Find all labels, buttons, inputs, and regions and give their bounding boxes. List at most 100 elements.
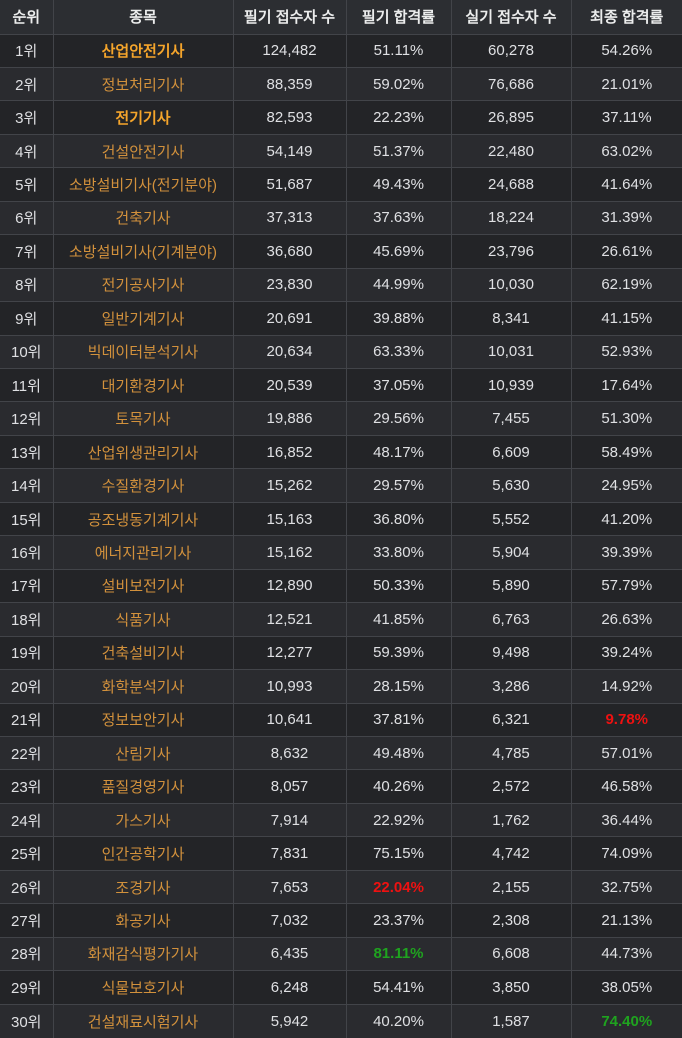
written-pass-rate-cell: 49.43% <box>345 167 452 202</box>
written-applicants-cell: 7,653 <box>232 869 347 905</box>
practical-applicants-cell: 4,785 <box>450 736 572 771</box>
written-applicants-cell: 20,691 <box>232 301 347 336</box>
subject-cell: 전기공사기사 <box>52 267 234 303</box>
practical-applicants-cell: 2,155 <box>450 869 572 905</box>
final-pass-rate-cell: 26.63% <box>570 602 682 637</box>
subject-cell: 정보보안기사 <box>52 702 234 738</box>
final-pass-rate-cell: 52.93% <box>570 334 682 370</box>
final-pass-rate-cell: 62.19% <box>570 267 682 303</box>
practical-applicants-cell: 6,608 <box>450 936 572 972</box>
subject-cell: 토목기사 <box>52 401 234 436</box>
rank-cell: 10위 <box>0 334 54 370</box>
final-pass-rate-cell: 63.02% <box>570 133 682 169</box>
final-pass-rate-cell: 74.09% <box>570 836 682 871</box>
col-header-written-pass-rate: 필기 합격률 <box>345 0 452 35</box>
table-row: 24위 가스기사 7,914 22.92% 1,762 36.44% <box>0 802 682 838</box>
subject-cell: 소방설비기사(기계분야) <box>52 234 234 269</box>
written-applicants-cell: 20,539 <box>232 368 347 403</box>
table-row: 2위 정보처리기사 88,359 59.02% 76,686 21.01% <box>0 66 682 102</box>
written-applicants-cell: 12,890 <box>232 568 347 604</box>
written-applicants-cell: 10,993 <box>232 669 347 704</box>
written-applicants-cell: 8,632 <box>232 736 347 771</box>
written-pass-rate-cell: 33.80% <box>345 535 452 570</box>
col-header-rank: 순위 <box>0 0 54 35</box>
rank-cell: 7위 <box>0 234 54 269</box>
practical-applicants-cell: 6,609 <box>450 434 572 470</box>
written-applicants-cell: 19,886 <box>232 401 347 436</box>
table-row: 11위 대기환경기사 20,539 37.05% 10,939 17.64% <box>0 368 682 403</box>
final-pass-rate-cell: 38.05% <box>570 970 682 1005</box>
written-applicants-cell: 7,831 <box>232 836 347 871</box>
practical-applicants-cell: 4,742 <box>450 836 572 871</box>
final-pass-rate-cell: 57.01% <box>570 736 682 771</box>
table-row: 15위 공조냉동기계기사 15,163 36.80% 5,552 41.20% <box>0 501 682 537</box>
final-pass-rate-cell: 41.15% <box>570 301 682 336</box>
final-pass-rate-cell: 31.39% <box>570 200 682 236</box>
written-pass-rate-cell: 59.02% <box>345 66 452 102</box>
subject-cell: 화공기사 <box>52 903 234 938</box>
written-pass-rate-cell: 23.37% <box>345 903 452 938</box>
col-header-final-pass-rate: 최종 합격률 <box>570 0 682 35</box>
table-row: 18위 식품기사 12,521 41.85% 6,763 26.63% <box>0 602 682 637</box>
written-pass-rate-cell: 37.81% <box>345 702 452 738</box>
col-header-subject: 종목 <box>52 0 234 35</box>
written-pass-rate-cell: 40.20% <box>345 1003 452 1038</box>
rank-cell: 26위 <box>0 869 54 905</box>
rank-cell: 21위 <box>0 702 54 738</box>
table-row: 13위 산업위생관리기사 16,852 48.17% 6,609 58.49% <box>0 434 682 470</box>
rank-cell: 2위 <box>0 66 54 102</box>
subject-cell: 산림기사 <box>52 736 234 771</box>
practical-applicants-cell: 60,278 <box>450 33 572 68</box>
written-pass-rate-cell: 51.37% <box>345 133 452 169</box>
practical-applicants-cell: 5,630 <box>450 468 572 503</box>
final-pass-rate-cell: 41.64% <box>570 167 682 202</box>
written-applicants-cell: 5,942 <box>232 1003 347 1038</box>
written-pass-rate-cell: 50.33% <box>345 568 452 604</box>
table-row: 6위 건축기사 37,313 37.63% 18,224 31.39% <box>0 200 682 236</box>
subject-cell: 건축기사 <box>52 200 234 236</box>
subject-cell: 식품기사 <box>52 602 234 637</box>
final-pass-rate-cell: 21.01% <box>570 66 682 102</box>
subject-cell: 소방설비기사(전기분야) <box>52 167 234 202</box>
table-row: 10위 빅데이터분석기사 20,634 63.33% 10,031 52.93% <box>0 334 682 370</box>
subject-cell: 인간공학기사 <box>52 836 234 871</box>
rank-cell: 24위 <box>0 802 54 838</box>
subject-cell: 빅데이터분석기사 <box>52 334 234 370</box>
written-pass-rate-cell: 59.39% <box>345 635 452 671</box>
written-pass-rate-cell: 41.85% <box>345 602 452 637</box>
subject-cell: 에너지관리기사 <box>52 535 234 570</box>
rank-cell: 30위 <box>0 1003 54 1038</box>
final-pass-rate-cell: 37.11% <box>570 100 682 135</box>
final-pass-rate-cell: 74.40% <box>570 1003 682 1038</box>
table-row: 14위 수질환경기사 15,262 29.57% 5,630 24.95% <box>0 468 682 503</box>
rank-cell: 9위 <box>0 301 54 336</box>
table-row: 17위 설비보전기사 12,890 50.33% 5,890 57.79% <box>0 568 682 604</box>
written-applicants-cell: 37,313 <box>232 200 347 236</box>
table-row: 30위 건설재료시험기사 5,942 40.20% 1,587 74.40% <box>0 1003 682 1038</box>
rank-cell: 6위 <box>0 200 54 236</box>
table-row: 26위 조경기사 7,653 22.04% 2,155 32.75% <box>0 869 682 905</box>
subject-cell: 공조냉동기계기사 <box>52 501 234 537</box>
table-row: 22위 산림기사 8,632 49.48% 4,785 57.01% <box>0 736 682 771</box>
table-header: 순위 종목 필기 접수자 수 필기 합격률 실기 접수자 수 최종 합격률 <box>0 0 682 35</box>
rank-cell: 29위 <box>0 970 54 1005</box>
practical-applicants-cell: 8,341 <box>450 301 572 336</box>
subject-cell: 산업위생관리기사 <box>52 434 234 470</box>
written-pass-rate-cell: 49.48% <box>345 736 452 771</box>
subject-cell: 조경기사 <box>52 869 234 905</box>
subject-cell: 식물보호기사 <box>52 970 234 1005</box>
practical-applicants-cell: 5,904 <box>450 535 572 570</box>
final-pass-rate-cell: 36.44% <box>570 802 682 838</box>
written-applicants-cell: 12,521 <box>232 602 347 637</box>
rank-cell: 13위 <box>0 434 54 470</box>
final-pass-rate-cell: 21.13% <box>570 903 682 938</box>
written-applicants-cell: 51,687 <box>232 167 347 202</box>
final-pass-rate-cell: 17.64% <box>570 368 682 403</box>
table-row: 1위 산업안전기사 124,482 51.11% 60,278 54.26% <box>0 33 682 68</box>
written-pass-rate-cell: 81.11% <box>345 936 452 972</box>
subject-cell: 건설재료시험기사 <box>52 1003 234 1038</box>
table-row: 7위 소방설비기사(기계분야) 36,680 45.69% 23,796 26.61% <box>0 234 682 269</box>
table-row: 12위 토목기사 19,886 29.56% 7,455 51.30% <box>0 401 682 436</box>
written-applicants-cell: 6,248 <box>232 970 347 1005</box>
